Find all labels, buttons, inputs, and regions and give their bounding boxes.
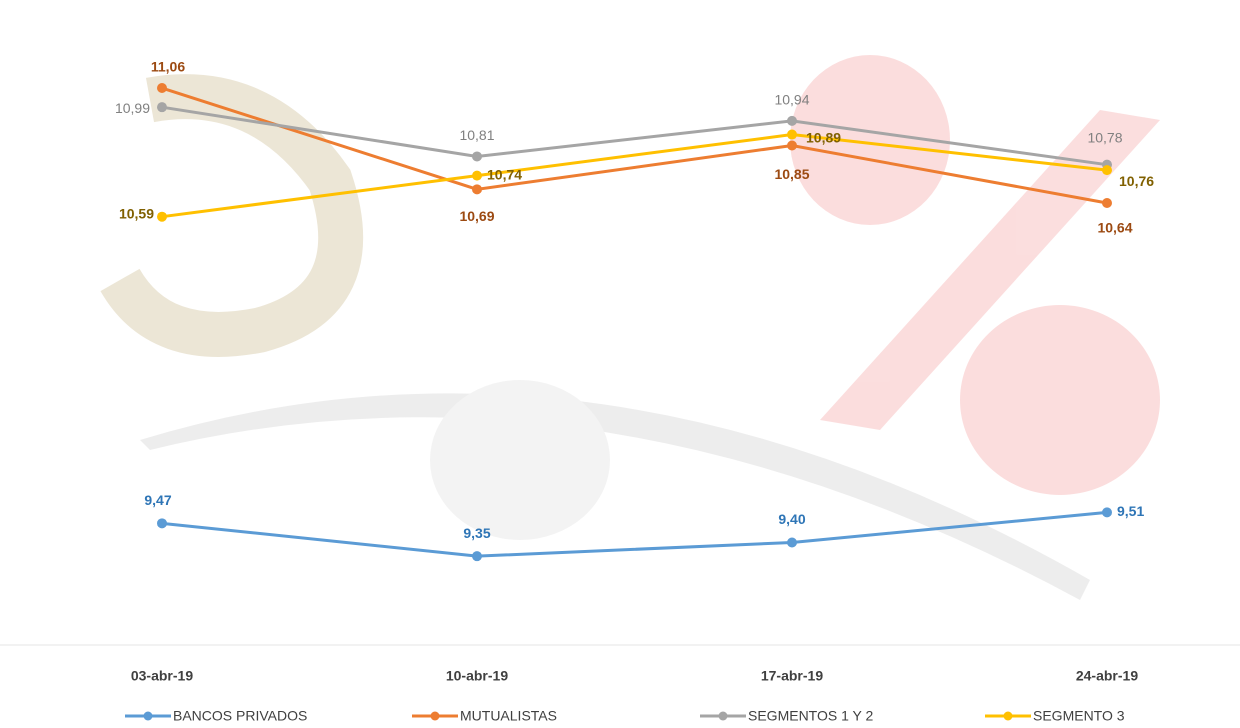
- data-point: [1102, 507, 1112, 518]
- legend-label: SEGMENTO 3: [1033, 708, 1125, 724]
- data-label: 10,89: [806, 129, 841, 145]
- decor-shape: [960, 305, 1160, 495]
- data-label: 10,69: [459, 208, 494, 224]
- x-tick-label: 10-abr-19: [446, 668, 508, 684]
- data-label: 10,74: [487, 166, 522, 182]
- data-label: 10,59: [119, 205, 154, 221]
- legend-label: MUTUALISTAS: [460, 708, 557, 724]
- decor-shape: [100, 74, 364, 357]
- legend-label: SEGMENTOS 1 Y 2: [748, 708, 873, 724]
- data-label: 9,35: [463, 525, 490, 541]
- data-label: 9,51: [1117, 503, 1144, 519]
- series-line: [161, 133, 1108, 219]
- data-point: [472, 551, 482, 562]
- data-point: [157, 518, 167, 529]
- legend-marker: [1003, 711, 1013, 721]
- data-point: [472, 170, 482, 181]
- data-point: [787, 537, 797, 548]
- data-point: [472, 184, 482, 195]
- decor-shape: [820, 110, 1160, 430]
- x-tick-label: 24-abr-19: [1076, 668, 1138, 684]
- data-point: [787, 129, 797, 140]
- data-point: [157, 211, 167, 222]
- data-point: [157, 83, 167, 94]
- data-label: 10,64: [1097, 220, 1132, 236]
- data-label: 11,06: [151, 59, 185, 75]
- decor-shape: [430, 380, 610, 540]
- legend-label: BANCOS PRIVADOS: [173, 708, 307, 724]
- data-point: [787, 115, 797, 126]
- data-label: 10,94: [774, 92, 809, 108]
- legend-marker: [430, 711, 440, 721]
- decor-shape: [140, 393, 1090, 600]
- data-label: 10,99: [115, 100, 150, 116]
- legend-marker: [143, 711, 153, 721]
- x-tick-label: 03-abr-19: [131, 668, 193, 684]
- series-line: [161, 510, 1108, 558]
- legend-marker: [718, 711, 728, 721]
- data-point: [787, 140, 797, 151]
- data-label: 10,85: [774, 166, 809, 182]
- background-decoration: [100, 55, 1160, 600]
- series-line: [161, 86, 1108, 205]
- decor-shape: [790, 55, 950, 225]
- data-label: 10,78: [1087, 129, 1122, 145]
- data-label: 10,81: [459, 127, 494, 143]
- x-tick-label: 17-abr-19: [761, 668, 823, 684]
- data-point: [1102, 198, 1112, 209]
- data-point: [1102, 165, 1112, 176]
- data-label: 9,40: [778, 511, 805, 527]
- data-label: 10,76: [1119, 173, 1154, 189]
- data-point: [157, 102, 167, 113]
- data-point: [472, 151, 482, 162]
- series-line: [161, 105, 1108, 167]
- data-label: 9,47: [144, 492, 171, 508]
